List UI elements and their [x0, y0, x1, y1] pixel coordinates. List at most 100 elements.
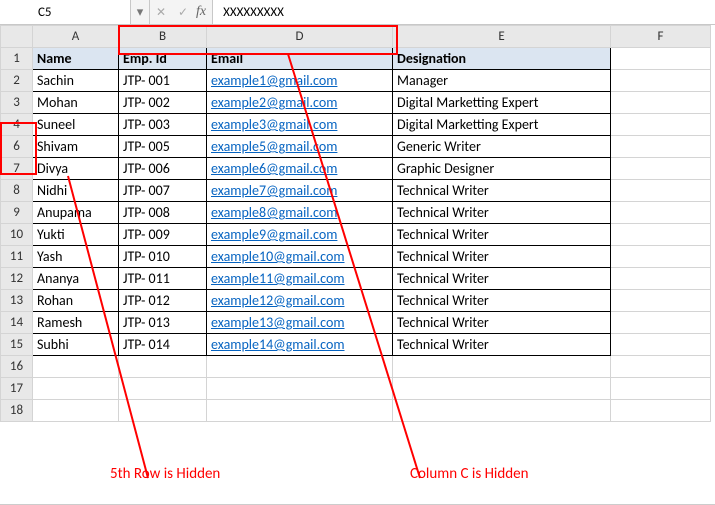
- cell-F15[interactable]: [611, 334, 711, 356]
- cell-B8[interactable]: JTP- 007: [119, 180, 207, 202]
- row-header-16[interactable]: 16: [1, 356, 33, 378]
- cell-email-D13[interactable]: example12@gmail.com: [207, 290, 393, 312]
- cell-E8[interactable]: Technical Writer: [393, 180, 611, 202]
- cell-B4[interactable]: JTP- 003: [119, 114, 207, 136]
- cell-A14[interactable]: Ramesh: [33, 312, 119, 334]
- cell-B6[interactable]: JTP- 005: [119, 136, 207, 158]
- cell-A15[interactable]: Subhi: [33, 334, 119, 356]
- cell-B15[interactable]: JTP- 014: [119, 334, 207, 356]
- row-header-4[interactable]: 4: [1, 114, 33, 136]
- cell-empty-17-3[interactable]: [393, 378, 611, 400]
- cell-email-D14[interactable]: example13@gmail.com: [207, 312, 393, 334]
- cell-E14[interactable]: Technical Writer: [393, 312, 611, 334]
- spreadsheet-grid[interactable]: A B D E F 1NameEmp. IdEmailDesignation2S…: [0, 25, 711, 422]
- cell-A13[interactable]: Rohan: [33, 290, 119, 312]
- cancel-icon[interactable]: ✕: [150, 5, 172, 20]
- cell-F14[interactable]: [611, 312, 711, 334]
- cell-empty-16-0[interactable]: [33, 356, 119, 378]
- cell-F6[interactable]: [611, 136, 711, 158]
- col-header-A[interactable]: A: [33, 26, 119, 48]
- cell-B10[interactable]: JTP- 009: [119, 224, 207, 246]
- fx-icon[interactable]: fx: [194, 0, 213, 24]
- cell-F1[interactable]: [611, 48, 711, 70]
- cell-A8[interactable]: Nidhi: [33, 180, 119, 202]
- cell-B14[interactable]: JTP- 013: [119, 312, 207, 334]
- col-header-B[interactable]: B: [119, 26, 207, 48]
- cell-E2[interactable]: Manager: [393, 70, 611, 92]
- name-box-dropdown-icon[interactable]: ▾: [131, 0, 150, 24]
- cell-A6[interactable]: Shivam: [33, 136, 119, 158]
- cell-email-D7[interactable]: example6@gmail.com: [207, 158, 393, 180]
- cell-empty-16-2[interactable]: [207, 356, 393, 378]
- cell-empty-18-0[interactable]: [33, 400, 119, 422]
- cell-A10[interactable]: Yukti: [33, 224, 119, 246]
- cell-F9[interactable]: [611, 202, 711, 224]
- cell-empty-17-0[interactable]: [33, 378, 119, 400]
- cell-email-D12[interactable]: example11@gmail.com: [207, 268, 393, 290]
- header-cell-D[interactable]: Email: [207, 48, 393, 70]
- cell-B12[interactable]: JTP- 011: [119, 268, 207, 290]
- cell-F13[interactable]: [611, 290, 711, 312]
- col-header-F[interactable]: F: [611, 26, 711, 48]
- row-header-1[interactable]: 1: [1, 48, 33, 70]
- cell-F8[interactable]: [611, 180, 711, 202]
- cell-E4[interactable]: Digital Marketting Expert: [393, 114, 611, 136]
- cell-E6[interactable]: Generic Writer: [393, 136, 611, 158]
- cell-email-D9[interactable]: example8@gmail.com: [207, 202, 393, 224]
- row-header-11[interactable]: 11: [1, 246, 33, 268]
- cell-A9[interactable]: Anupama: [33, 202, 119, 224]
- cell-empty-18-1[interactable]: [119, 400, 207, 422]
- cell-B9[interactable]: JTP- 008: [119, 202, 207, 224]
- row-header-2[interactable]: 2: [1, 70, 33, 92]
- cell-A2[interactable]: Sachin: [33, 70, 119, 92]
- cell-A7[interactable]: Divya: [33, 158, 119, 180]
- cell-B11[interactable]: JTP- 010: [119, 246, 207, 268]
- cell-E15[interactable]: Technical Writer: [393, 334, 611, 356]
- cell-B13[interactable]: JTP- 012: [119, 290, 207, 312]
- formula-input[interactable]: XXXXXXXXX: [213, 0, 715, 24]
- cell-email-D15[interactable]: example14@gmail.com: [207, 334, 393, 356]
- cell-email-D6[interactable]: example5@gmail.com: [207, 136, 393, 158]
- cell-A11[interactable]: Yash: [33, 246, 119, 268]
- cell-F3[interactable]: [611, 92, 711, 114]
- cell-email-D11[interactable]: example10@gmail.com: [207, 246, 393, 268]
- row-header-6[interactable]: 6: [1, 136, 33, 158]
- cell-empty-17-1[interactable]: [119, 378, 207, 400]
- row-header-13[interactable]: 13: [1, 290, 33, 312]
- cell-empty-18-4[interactable]: [611, 400, 711, 422]
- cell-empty-16-1[interactable]: [119, 356, 207, 378]
- cell-A4[interactable]: Suneel: [33, 114, 119, 136]
- cell-empty-17-2[interactable]: [207, 378, 393, 400]
- cell-email-D3[interactable]: example2@gmail.com: [207, 92, 393, 114]
- cell-empty-16-3[interactable]: [393, 356, 611, 378]
- cell-email-D8[interactable]: example7@gmail.com: [207, 180, 393, 202]
- cell-E12[interactable]: Technical Writer: [393, 268, 611, 290]
- row-header-9[interactable]: 9: [1, 202, 33, 224]
- row-header-17[interactable]: 17: [1, 378, 33, 400]
- row-header-3[interactable]: 3: [1, 92, 33, 114]
- col-header-D[interactable]: D: [207, 26, 393, 48]
- cell-F7[interactable]: [611, 158, 711, 180]
- cell-E3[interactable]: Digital Marketting Expert: [393, 92, 611, 114]
- cell-A3[interactable]: Mohan: [33, 92, 119, 114]
- cell-F11[interactable]: [611, 246, 711, 268]
- select-all-corner[interactable]: [1, 26, 33, 48]
- name-box[interactable]: C5: [0, 0, 131, 24]
- cell-email-D10[interactable]: example9@gmail.com: [207, 224, 393, 246]
- header-cell-A[interactable]: Name: [33, 48, 119, 70]
- cell-B2[interactable]: JTP- 001: [119, 70, 207, 92]
- cell-B7[interactable]: JTP- 006: [119, 158, 207, 180]
- cell-empty-18-3[interactable]: [393, 400, 611, 422]
- header-cell-E[interactable]: Designation: [393, 48, 611, 70]
- cell-F2[interactable]: [611, 70, 711, 92]
- cell-empty-17-4[interactable]: [611, 378, 711, 400]
- cell-E7[interactable]: Graphic Designer: [393, 158, 611, 180]
- cell-B3[interactable]: JTP- 002: [119, 92, 207, 114]
- cell-E13[interactable]: Technical Writer: [393, 290, 611, 312]
- row-header-14[interactable]: 14: [1, 312, 33, 334]
- cell-empty-18-2[interactable]: [207, 400, 393, 422]
- cell-E11[interactable]: Technical Writer: [393, 246, 611, 268]
- enter-icon[interactable]: ✓: [172, 5, 194, 20]
- row-header-7[interactable]: 7: [1, 158, 33, 180]
- cell-F10[interactable]: [611, 224, 711, 246]
